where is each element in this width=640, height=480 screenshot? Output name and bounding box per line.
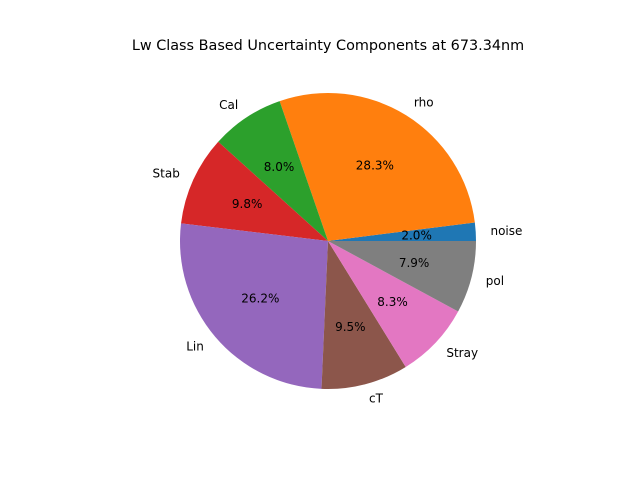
slice-label-noise: noise [490,224,522,238]
pie-labels: noise 2.0% rho 28.3% Cal 8.0% Stab 9.8% Lin 26.2%… [153,96,523,406]
slice-label-stab: Stab [153,167,180,181]
pie-slices [179,93,476,390]
slice-percent-lin: 26.2% [241,291,279,305]
slice-percent-stab: 9.8% [232,197,263,211]
pie-slice-lin [179,223,328,389]
slice-label-cal: Cal [219,98,238,112]
slice-label-rho: rho [414,96,434,110]
slice-percent-stray: 8.3% [377,295,408,309]
slice-percent-cal: 8.0% [264,160,295,174]
pie-slice-cal [218,101,328,241]
pie-slice-stab [181,141,328,241]
slice-percent-noise: 2.0% [401,228,432,242]
slice-label-stray: Stray [446,346,478,360]
slice-percent-rho: 28.3% [356,159,394,173]
pie-slice-stray [328,241,459,367]
chart-title: Lw Class Based Uncertainty Components at… [132,38,524,54]
pie-slice-rho [279,93,475,241]
pie-slice-pol [328,241,476,312]
slice-label-ct: cT [369,392,384,406]
slice-percent-ct: 9.5% [335,320,366,334]
pie-slice-ct [321,241,406,390]
pie-slice-noise [328,222,476,241]
slice-label-lin: Lin [186,339,204,353]
slice-label-pol: pol [486,274,504,288]
slice-percent-pol: 7.9% [399,256,430,270]
